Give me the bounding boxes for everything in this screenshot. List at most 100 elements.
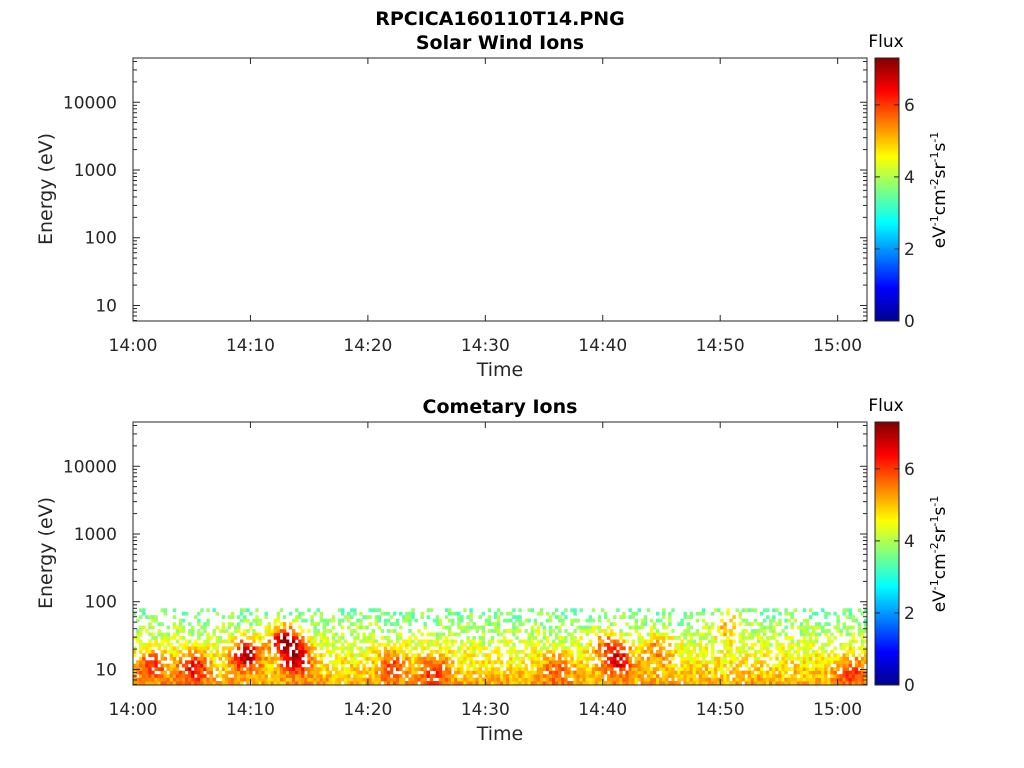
spectrogram-cell [319,677,323,682]
spectrogram-cell [307,608,311,613]
spectrogram-cell [322,636,326,640]
spectrogram-cell [163,639,167,644]
spectrogram-cell [857,674,862,678]
spectrogram-cell [500,632,504,637]
spectrogram-cell [457,646,461,651]
spectrogram-cell [527,653,531,658]
spectrogram-cell [334,677,339,682]
spectrogram-cell [668,618,672,623]
spectrogram-cell [267,677,271,682]
spectrogram-cell [325,629,330,633]
spectrogram-cell [237,667,241,671]
spectrogram-cell [328,660,333,665]
spectrogram-cell [307,636,311,640]
spectrogram-cell [249,667,253,671]
spectrogram-cell [270,629,274,633]
spectrogram-cell [426,674,430,678]
spectrogram-cell [203,622,207,626]
spectrogram-cell [203,677,207,682]
spectrogram-cell [686,674,690,678]
spectrogram-cell [353,667,357,671]
spectrogram-cell [576,646,580,651]
spectrogram-cell [185,677,189,682]
spectrogram-cell [203,646,207,651]
spectrogram-cell [548,667,553,671]
spectrogram-cell [191,674,195,678]
spectrogram-cell [233,670,238,675]
spectrogram-cell [824,629,828,633]
spectrogram-cell [781,681,785,685]
spectrogram-cell [273,636,278,640]
spectrogram-cell [145,667,149,671]
spectrogram-cell [695,660,700,665]
spectrogram-cell [634,656,638,661]
spectrogram-cell [233,636,238,640]
spectrogram-cell [472,646,476,651]
spectrogram-cell [649,618,654,623]
spectrogram-cell [686,632,690,637]
spectrogram-cell [821,656,825,661]
spectrogram-cell [548,618,553,623]
spectrogram-cell [408,639,412,644]
spectrogram-cell [790,646,794,651]
spectrogram-cell [420,677,424,682]
spectrogram-cell [579,674,583,678]
spectrogram-cell [310,674,314,678]
spectrogram-cell [194,667,198,671]
spectrogram-cell [640,677,645,682]
spectrogram-cell [249,656,253,661]
spectrogram-cell [377,642,382,647]
spectrogram-cell [298,611,302,616]
spectrogram-cell [573,618,577,623]
spectrogram-cell [399,649,403,654]
spectrogram-cell [185,646,189,651]
spectrogram-cell [454,677,458,682]
spectrogram-cell [142,674,146,678]
spectrogram-cell [393,681,397,685]
spectrogram-cell [527,656,531,661]
spectrogram-cell [701,660,706,665]
spectrogram-cell [322,667,326,671]
spectrogram-cell [221,674,226,678]
spectrogram-cell [282,674,287,678]
spectrogram-cell [585,677,589,682]
spectrogram-cell [827,639,831,644]
spectrogram-cell [496,667,501,671]
spectrogram-cell [270,663,274,668]
spectrogram-cell [763,629,767,633]
spectrogram-cell [683,632,687,637]
spectrogram-cell [405,639,409,644]
spectrogram-cell [267,649,271,654]
spectrogram-cell [475,653,479,658]
spectrogram-cell [845,667,849,671]
spectrogram-cell [206,636,210,640]
spectrogram-cell [383,636,388,640]
spectrogram-cell [331,660,336,665]
spectrogram-cell [539,653,544,658]
spectrogram-cell [732,677,736,682]
spectrogram-cell [282,622,287,626]
spectrogram-cell [790,622,794,626]
spectrogram-cell [227,639,232,644]
spectrogram-cell [466,622,470,626]
spectrogram-cell [720,670,724,675]
spectrogram-cell [414,677,418,682]
spectrogram-cell [717,625,721,630]
spectrogram-cell [255,667,259,671]
spectrogram-cell [334,639,339,644]
spectrogram-cell [460,681,464,685]
spectrogram-cell [860,674,865,678]
spectrogram-cell [295,677,299,682]
spectrogram-cell [313,670,317,675]
spectrogram-cell [448,608,452,613]
spectrogram-cell [714,674,718,678]
spectrogram-cell [845,625,849,630]
spectrogram-cell [175,625,180,630]
spectrogram-cell [509,674,513,678]
spectrogram-cell [778,663,782,668]
spectrogram-cell [178,636,183,640]
spectrogram-cell [417,629,421,633]
spectrogram-cell [175,677,180,682]
spectrogram-cell [481,629,486,633]
spectrogram-cell [252,632,256,637]
